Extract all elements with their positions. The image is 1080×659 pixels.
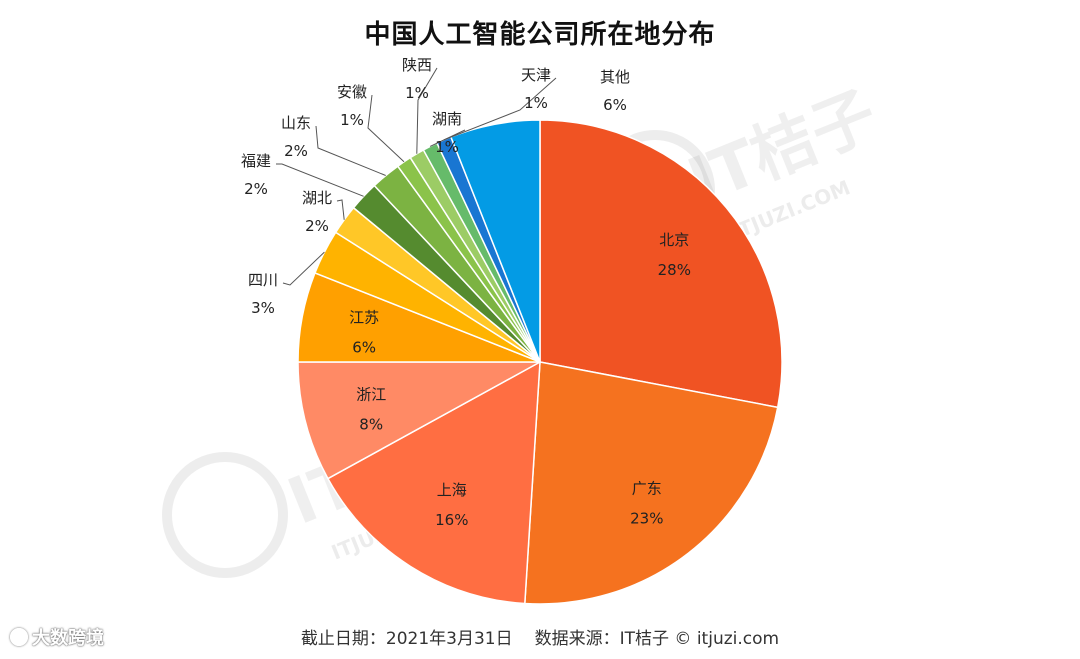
slice-label-name: 江苏 xyxy=(349,308,379,326)
slice-label-name: 北京 xyxy=(659,231,689,249)
slice-label-value: 2% xyxy=(244,180,268,198)
slice-labels: 北京 28% 广东 23% 上海 16% 浙江 8% 江苏 6% 四川 3% 湖北 2% 福建 2% 山东 2% 安… xyxy=(241,56,691,529)
footer: 截止日期：2021年3月31日 数据来源：IT桔子 © itjuzi.com xyxy=(0,624,1080,649)
slice-label-name: 陕西 xyxy=(402,56,432,74)
slice-label-name: 湖南 xyxy=(432,110,462,128)
slice-label-value: 3% xyxy=(251,299,275,317)
leader-lines xyxy=(276,67,557,286)
slice-label-name: 浙江 xyxy=(356,385,386,403)
corner-watermark: 大数跨境 xyxy=(10,624,104,650)
slice-label-name: 福建 xyxy=(241,152,271,170)
slice-label-value: 8% xyxy=(359,415,383,433)
slices-layer xyxy=(297,119,783,605)
leader-line xyxy=(336,199,345,220)
leader-line xyxy=(276,163,364,197)
leader-line xyxy=(416,67,438,154)
slice-label-value: 23% xyxy=(630,510,663,528)
footer-date: 截止日期：2021年3月31日 xyxy=(300,629,513,649)
corner-logo-icon xyxy=(10,628,28,646)
slice-label-name: 湖北 xyxy=(302,189,332,207)
slice-label-value: 2% xyxy=(284,142,308,160)
slice-label-name: 广东 xyxy=(632,480,662,498)
slice-label-name: 四川 xyxy=(248,271,278,289)
slice-label-value: 1% xyxy=(435,138,459,156)
slice-label-name: 天津 xyxy=(521,66,551,84)
slice-label-value: 6% xyxy=(352,338,376,356)
slice-label-value: 28% xyxy=(658,261,691,279)
slice-label-value: 1% xyxy=(524,94,548,112)
corner-watermark-text: 大数跨境 xyxy=(32,628,104,649)
leader-line xyxy=(282,251,325,286)
pie-slice-2 xyxy=(524,361,779,605)
footer-source: 数据来源：IT桔子 © itjuzi.com xyxy=(534,629,780,649)
leader-line xyxy=(443,77,557,141)
slice-label-name: 安徽 xyxy=(337,83,367,101)
pie-slice-4 xyxy=(297,361,541,480)
slice-label-value: 1% xyxy=(405,84,429,102)
pie-slice-1 xyxy=(539,119,783,409)
slice-label-value: 16% xyxy=(435,511,468,529)
chart-title: 中国人工智能公司所在地分布 xyxy=(364,20,716,50)
slice-label-value: 6% xyxy=(603,96,627,114)
slice-label-value: 2% xyxy=(305,217,329,235)
leader-line xyxy=(315,125,386,176)
slice-label-name: 其他 xyxy=(600,68,630,86)
pie-slice-3 xyxy=(326,360,541,605)
slice-label-name: 上海 xyxy=(437,481,467,499)
leader-line xyxy=(367,94,405,163)
slice-label-value: 1% xyxy=(340,111,364,129)
slice-label-name: 山东 xyxy=(281,114,311,132)
